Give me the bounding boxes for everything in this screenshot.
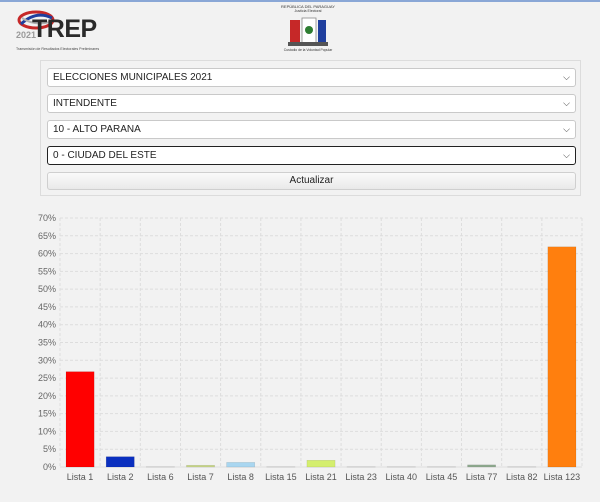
district-select[interactable]: 0 - CIUDAD DEL ESTE ⌵ bbox=[47, 146, 576, 165]
election-select-value: ELECCIONES MUNICIPALES 2021 bbox=[53, 72, 213, 83]
bar-lista-77 bbox=[467, 464, 496, 468]
bar-lista-45 bbox=[427, 466, 456, 468]
y-tick-label: 35% bbox=[38, 338, 56, 348]
y-tick-label: 5% bbox=[43, 444, 56, 454]
chevron-down-icon: ⌵ bbox=[563, 98, 570, 108]
y-tick-label: 45% bbox=[38, 302, 56, 312]
trep-word: TREP bbox=[32, 15, 97, 43]
y-tick-label: 40% bbox=[38, 320, 56, 330]
trep-swoosh-icon bbox=[17, 10, 55, 30]
x-tick-label: Lista 77 bbox=[466, 472, 498, 482]
y-tick-label: 60% bbox=[38, 249, 56, 259]
top-accent-line bbox=[0, 0, 600, 2]
department-select[interactable]: 10 - ALTO PARANA ⌵ bbox=[47, 120, 576, 139]
trep-subtitle: Transmisión de Resultados Electorales Pr… bbox=[16, 47, 100, 51]
results-bar-chart: 0% 5% 10% 15% 20% 25% 30% 35% 40% 45% 50% 55% 60% 65%… bbox=[38, 213, 583, 482]
tsje-ballot-box-icon bbox=[288, 17, 328, 46]
bar-lista-123 bbox=[547, 246, 577, 468]
y-tick-label: 55% bbox=[38, 266, 56, 276]
y-tick-label: 30% bbox=[38, 355, 56, 365]
update-button[interactable]: Actualizar bbox=[47, 172, 576, 190]
y-tick-label: 20% bbox=[38, 391, 56, 401]
bar-lista-21 bbox=[306, 459, 336, 468]
election-select[interactable]: ELECCIONES MUNICIPALES 2021 ⌵ bbox=[47, 68, 576, 87]
x-tick-label: Lista 15 bbox=[265, 472, 297, 482]
bar-lista-2 bbox=[105, 456, 135, 468]
x-tick-label: Lista 45 bbox=[426, 472, 458, 482]
y-tick-label: 70% bbox=[38, 213, 56, 223]
tsje-line-1: REPÚBLICA DEL PARAGUAY bbox=[281, 4, 335, 9]
trep-logo[interactable]: 2021 TREP Transmisión de Resultados Elec… bbox=[14, 6, 110, 54]
tsje-line-3: Custodio de la Voluntad Popular bbox=[283, 48, 333, 52]
x-tick-label: Lista 40 bbox=[386, 472, 418, 482]
x-tick-label: Lista 7 bbox=[187, 472, 214, 482]
x-tick-label: Lista 82 bbox=[506, 472, 538, 482]
y-tick-label: 25% bbox=[38, 373, 56, 383]
x-tick-label: Lista 8 bbox=[227, 472, 254, 482]
bar-lista-6 bbox=[146, 466, 175, 468]
bar-lista-82 bbox=[507, 466, 537, 468]
header: 2021 TREP Transmisión de Resultados Elec… bbox=[0, 2, 600, 58]
y-tick-label: 50% bbox=[38, 284, 56, 294]
y-tick-label: 15% bbox=[38, 409, 56, 419]
chevron-down-icon: ⌵ bbox=[563, 72, 570, 82]
bar-lista-1 bbox=[65, 371, 95, 468]
x-tick-label: Lista 23 bbox=[345, 472, 377, 482]
x-tick-label: Lista 21 bbox=[305, 472, 337, 482]
x-tick-label: Lista 1 bbox=[67, 472, 94, 482]
chevron-down-icon: ⌵ bbox=[563, 124, 570, 134]
trep-year: 2021 bbox=[16, 30, 37, 40]
bar-lista-23 bbox=[346, 466, 376, 468]
bar-lista-15 bbox=[266, 466, 296, 468]
position-select[interactable]: INTENDENTE ⌵ bbox=[47, 94, 576, 113]
bar-lista-40 bbox=[386, 466, 416, 468]
chevron-down-icon: ⌵ bbox=[563, 150, 570, 160]
x-tick-label: Lista 6 bbox=[147, 472, 174, 482]
bar-lista-7 bbox=[186, 464, 215, 468]
y-tick-label: 10% bbox=[38, 426, 56, 436]
tsje-logo[interactable]: REPÚBLICA DEL PARAGUAY Justicia Electora… bbox=[272, 4, 344, 56]
filters-panel: ELECCIONES MUNICIPALES 2021 ⌵ INTENDENTE… bbox=[40, 60, 581, 196]
x-tick-label: Lista 2 bbox=[107, 472, 134, 482]
position-select-value: INTENDENTE bbox=[53, 98, 117, 109]
department-select-value: 10 - ALTO PARANA bbox=[53, 124, 141, 135]
district-select-value: 0 - CIUDAD DEL ESTE bbox=[53, 150, 157, 161]
y-tick-label: 0% bbox=[43, 462, 56, 472]
y-tick-label: 65% bbox=[38, 231, 56, 241]
x-tick-label: Lista 123 bbox=[544, 472, 581, 482]
tsje-line-2: Justicia Electoral bbox=[294, 9, 322, 13]
bar-lista-8 bbox=[226, 462, 256, 468]
